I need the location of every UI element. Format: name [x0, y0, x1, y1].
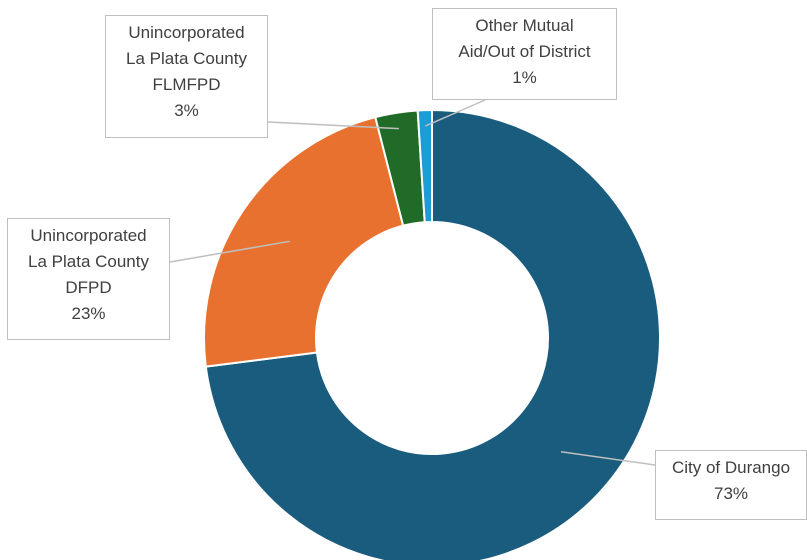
donut-slice — [416, 108, 433, 224]
data-label: City of Durango 73% — [655, 450, 807, 520]
leader-line — [425, 99, 486, 127]
donut-slice — [204, 108, 661, 560]
leader-line — [560, 451, 656, 466]
leader-line — [267, 121, 399, 130]
category-label: City of Durango — [671, 458, 791, 477]
value-label: 73% — [713, 484, 749, 503]
donut-slice — [203, 115, 405, 368]
value-label: 3% — [174, 101, 199, 120]
leader-line — [169, 240, 290, 263]
value-label: 1% — [512, 68, 537, 87]
data-label: Unincorporated La Plata County FLMFPD 3% — [105, 15, 268, 138]
value-label: 23% — [71, 304, 106, 323]
data-label: Other Mutual Aid/Out of District 1% — [432, 8, 617, 100]
category-label: Other Mutual Aid/Out of District — [458, 16, 591, 61]
category-label: Unincorporated La Plata County FLMFPD — [126, 23, 247, 94]
category-label: Unincorporated La Plata County DFPD — [28, 226, 149, 297]
data-label: Unincorporated La Plata County DFPD 23% — [7, 218, 170, 340]
